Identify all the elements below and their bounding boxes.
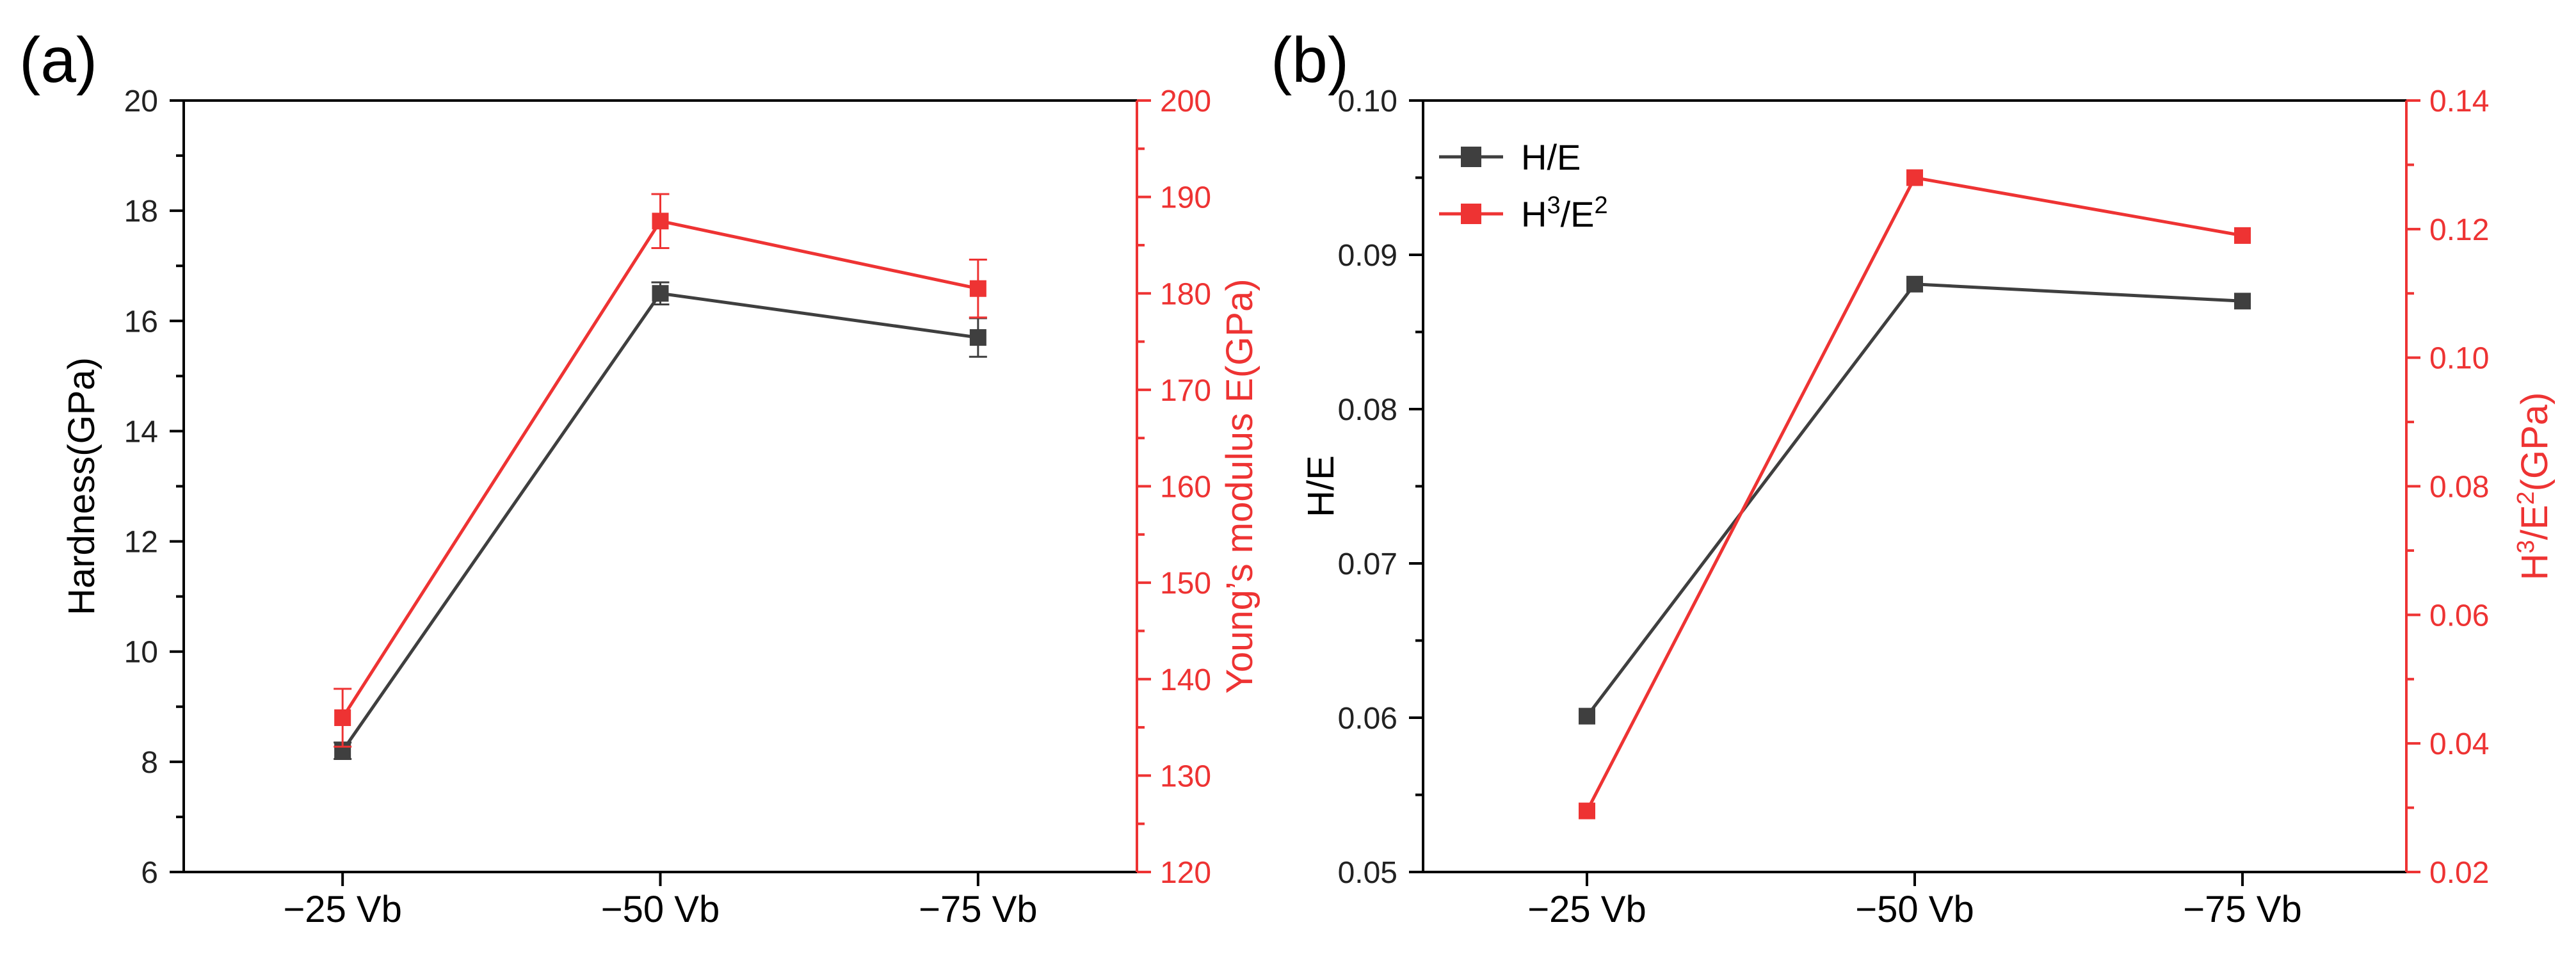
panel-label: (b) [1271,24,1349,96]
legend-superscript: 2 [1595,192,1608,219]
x-tick-label: −25 Vb [1527,889,1646,930]
left-tick-label: 10 [124,636,158,670]
x-tick-label: −25 Vb [283,889,401,930]
left-tick-label: 12 [124,526,158,560]
right-tick-label: 140 [1160,663,1211,697]
x-tick-label: −75 Vb [919,889,1037,930]
left-tick-label: 0.08 [1338,393,1397,427]
data-point [1579,707,1595,725]
right-tick-label: 130 [1160,759,1211,793]
x-tick-label: −50 Vb [1855,889,1974,930]
right-tick-label: 0.10 [2429,342,2489,376]
axis-title-part: /E [2514,505,2556,540]
left-tick-label: 16 [124,305,158,339]
series-line [1586,282,2243,718]
right-tick-label: 120 [1160,856,1211,890]
data-point [652,285,669,302]
right-tick-label: 200 [1160,85,1211,118]
axis-title-part: H [2514,553,2556,580]
left-tick-label: 0.10 [1338,85,1397,118]
right-tick-label: 160 [1160,471,1211,505]
data-point [2234,227,2251,244]
left-tick-label: 0.07 [1338,547,1397,581]
right-axis-title: H3/E2(GPa) [2513,392,2556,581]
right-tick-label: 0.12 [2429,213,2489,247]
right-axis-title: Young’s modulus E(GPa) [1219,279,1260,693]
left-tick-label: 18 [124,195,158,229]
x-tick-label: −75 Vb [2183,889,2301,930]
chart-panel-1: (a) 6 8 10 12 14 16 18 20 120 130 140 150 160 170 180 19… [19,24,1260,930]
data-point [334,709,351,726]
right-tick-label: 170 [1160,374,1211,408]
left-tick-label: 8 [141,746,158,780]
right-tick-label: 180 [1160,277,1211,311]
data-point [1579,802,1595,820]
left-tick-label: 0.09 [1338,239,1397,273]
right-tick-label: 0.08 [2429,471,2489,505]
left-axis-title: Hardness(GPa) [61,357,102,615]
right-tick-label: 0.02 [2429,856,2489,890]
left-axis-title: H/E [1300,455,1342,517]
chart-panel-2: (b) 0.05 0.06 0.07 0.08 0.09 0.10 0.02 0.04 0.06 0… [1271,24,2556,930]
right-tick-label: 0.06 [2429,599,2489,633]
right-tick-label: 150 [1160,567,1211,601]
legend-text-part: /E [1561,194,1595,234]
axis-title-superscript: 3 [2513,540,2540,553]
left-tick-label: 0.06 [1338,702,1397,736]
right-tick-label: 0.04 [2429,727,2489,761]
axis-title-superscript: 2 [2513,491,2540,505]
legend-text-part: H/E [1521,137,1581,177]
legend-label: H/E [1521,137,1581,177]
left-tick-label: 0.05 [1338,856,1397,890]
series-line [341,291,979,752]
legend-marker [1461,147,1481,167]
legend-superscript: 3 [1547,192,1560,219]
data-point [652,213,669,230]
axis-title-part: (GPa) [2514,392,2556,492]
x-tick-label: −50 Vb [601,889,720,930]
legend-text-part: H [1521,194,1547,234]
legend-label: H3/E2 [1521,192,1608,234]
left-tick-label: 20 [124,85,158,118]
left-tick-label: 14 [124,415,158,449]
data-point [969,329,986,346]
legend-marker [1461,204,1481,224]
data-point [1906,169,1923,186]
data-point [969,280,986,297]
data-point [2234,293,2251,310]
data-point [1906,275,1923,293]
right-tick-label: 0.14 [2429,85,2489,118]
panel-label: (a) [19,24,97,96]
right-tick-label: 190 [1160,181,1211,215]
series-line [1585,175,2243,812]
left-tick-label: 6 [141,856,158,890]
